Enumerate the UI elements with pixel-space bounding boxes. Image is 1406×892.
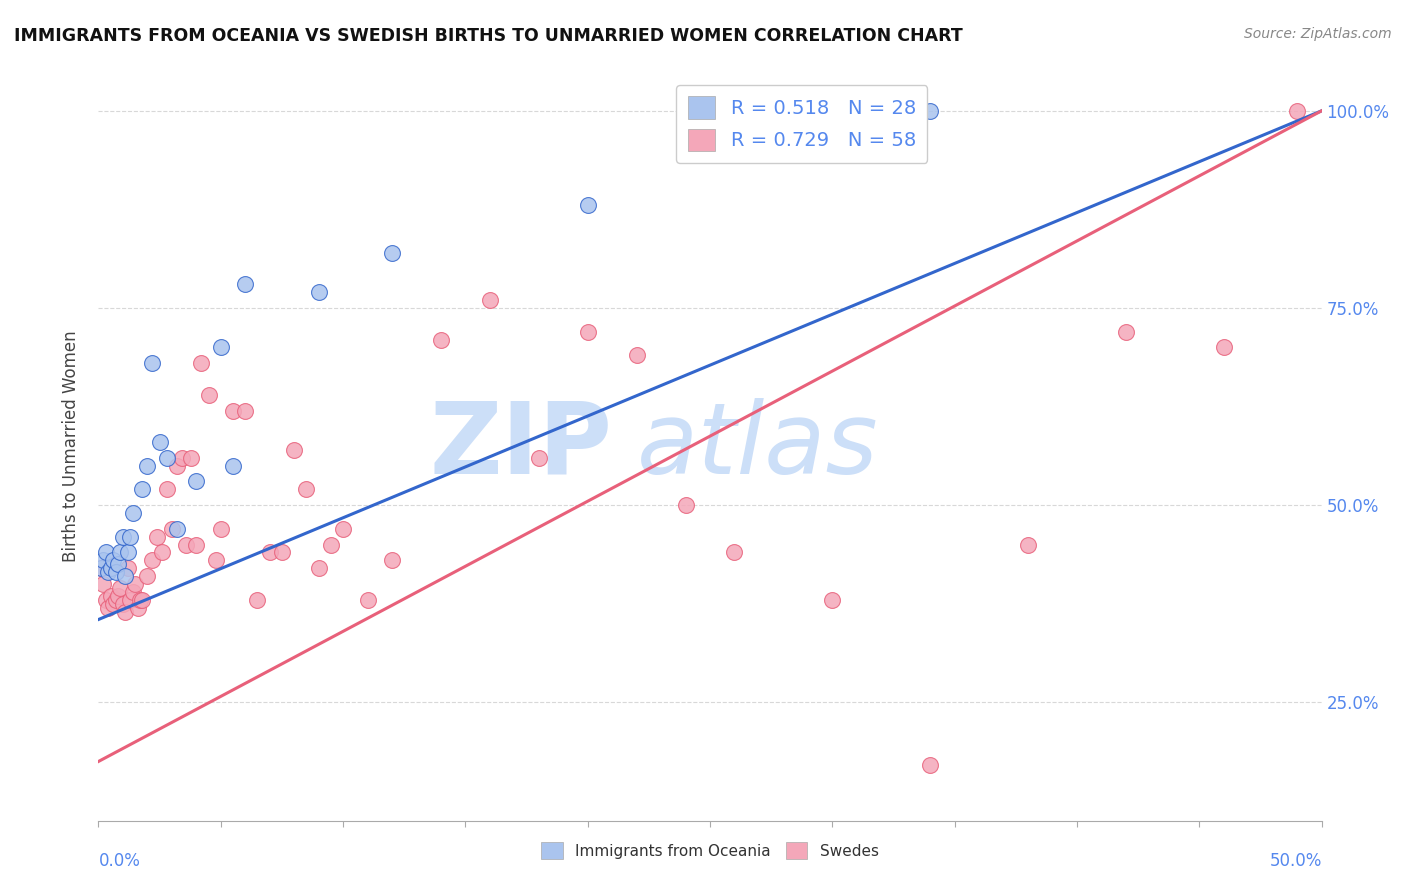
Point bbox=[176, 538, 198, 552]
Point bbox=[180, 450, 202, 465]
Point bbox=[209, 340, 232, 354]
Point bbox=[107, 558, 129, 572]
Point bbox=[332, 522, 354, 536]
Point bbox=[821, 592, 844, 607]
Point bbox=[308, 285, 330, 300]
Point bbox=[478, 293, 501, 307]
Point bbox=[124, 577, 146, 591]
Point bbox=[1115, 325, 1137, 339]
Point bbox=[104, 592, 127, 607]
Text: atlas: atlas bbox=[637, 398, 879, 494]
Point bbox=[90, 561, 112, 575]
Point bbox=[117, 545, 139, 559]
Point bbox=[430, 333, 453, 347]
Point bbox=[120, 592, 142, 607]
Point bbox=[146, 530, 169, 544]
Point bbox=[101, 553, 124, 567]
Point bbox=[110, 545, 132, 559]
Point bbox=[1017, 538, 1039, 552]
Point bbox=[259, 545, 281, 559]
Point bbox=[626, 348, 648, 362]
Point bbox=[129, 592, 152, 607]
Point bbox=[205, 553, 228, 567]
Point bbox=[576, 198, 599, 212]
Text: 50.0%: 50.0% bbox=[1270, 852, 1322, 871]
Point bbox=[166, 458, 188, 473]
Point bbox=[1212, 340, 1234, 354]
Point bbox=[104, 565, 127, 579]
Point bbox=[156, 450, 179, 465]
Point bbox=[91, 553, 114, 567]
Point bbox=[156, 483, 179, 497]
Point bbox=[356, 592, 378, 607]
Point bbox=[120, 530, 142, 544]
Point bbox=[111, 597, 134, 611]
Text: IMMIGRANTS FROM OCEANIA VS SWEDISH BIRTHS TO UNMARRIED WOMEN CORRELATION CHART: IMMIGRANTS FROM OCEANIA VS SWEDISH BIRTH… bbox=[14, 27, 963, 45]
Point bbox=[107, 589, 129, 603]
Y-axis label: Births to Unmarried Women: Births to Unmarried Women bbox=[62, 330, 80, 562]
Point bbox=[114, 569, 136, 583]
Point bbox=[114, 605, 136, 619]
Point bbox=[246, 592, 269, 607]
Point bbox=[121, 506, 143, 520]
Point bbox=[381, 553, 404, 567]
Text: ZIP: ZIP bbox=[429, 398, 612, 494]
Point bbox=[131, 483, 153, 497]
Point bbox=[101, 597, 124, 611]
Point bbox=[141, 356, 163, 370]
Point bbox=[723, 545, 745, 559]
Point bbox=[170, 450, 193, 465]
Legend: Immigrants from Oceania, Swedes: Immigrants from Oceania, Swedes bbox=[536, 836, 884, 865]
Point bbox=[110, 581, 132, 595]
Point bbox=[209, 522, 232, 536]
Point bbox=[319, 538, 342, 552]
Point bbox=[233, 403, 256, 417]
Point bbox=[127, 600, 149, 615]
Point bbox=[222, 403, 245, 417]
Point bbox=[920, 758, 942, 772]
Point bbox=[97, 600, 120, 615]
Point bbox=[97, 565, 120, 579]
Point bbox=[149, 435, 172, 450]
Point bbox=[308, 561, 330, 575]
Point bbox=[136, 569, 159, 583]
Point bbox=[121, 585, 143, 599]
Point bbox=[1286, 103, 1309, 118]
Point bbox=[527, 450, 550, 465]
Point bbox=[233, 277, 256, 292]
Point bbox=[283, 442, 305, 457]
Point bbox=[197, 388, 219, 402]
Point bbox=[111, 530, 134, 544]
Text: 0.0%: 0.0% bbox=[98, 852, 141, 871]
Point bbox=[136, 458, 159, 473]
Text: Source: ZipAtlas.com: Source: ZipAtlas.com bbox=[1244, 27, 1392, 41]
Point bbox=[117, 561, 139, 575]
Point bbox=[160, 522, 183, 536]
Point bbox=[222, 458, 245, 473]
Point bbox=[150, 545, 173, 559]
Point bbox=[186, 538, 208, 552]
Point bbox=[576, 325, 599, 339]
Point bbox=[166, 522, 188, 536]
Point bbox=[100, 589, 122, 603]
Point bbox=[186, 475, 208, 489]
Point bbox=[91, 577, 114, 591]
Point bbox=[100, 561, 122, 575]
Point bbox=[295, 483, 318, 497]
Point bbox=[190, 356, 212, 370]
Point bbox=[920, 103, 942, 118]
Point bbox=[381, 245, 404, 260]
Point bbox=[90, 561, 112, 575]
Point bbox=[270, 545, 294, 559]
Point bbox=[131, 592, 153, 607]
Point bbox=[141, 553, 163, 567]
Point bbox=[94, 592, 117, 607]
Point bbox=[94, 545, 117, 559]
Point bbox=[675, 498, 697, 512]
